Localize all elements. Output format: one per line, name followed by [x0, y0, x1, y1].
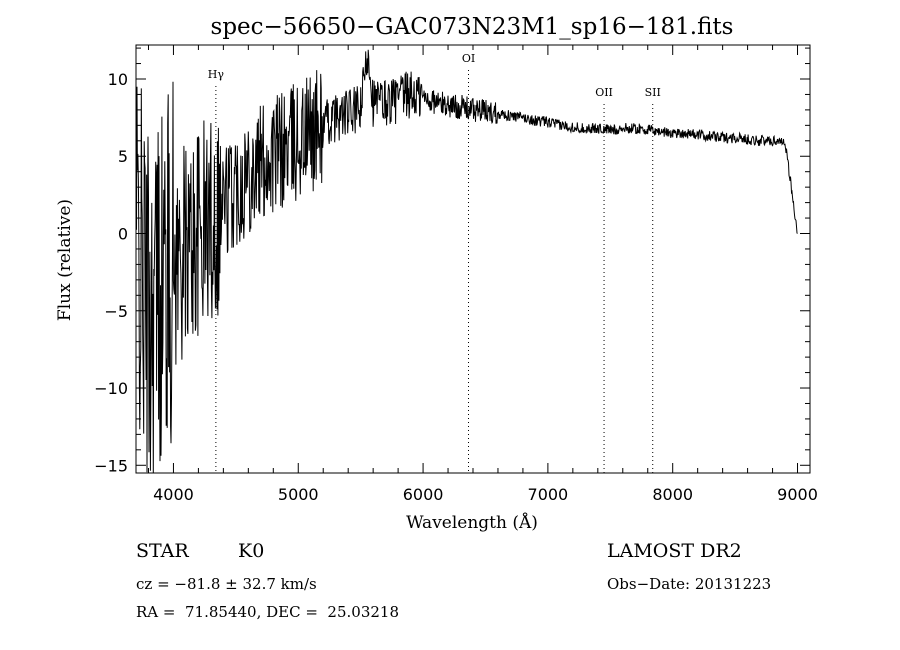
x-tick-label: 6000: [403, 485, 444, 504]
y-tick-label: −5: [104, 302, 128, 321]
object-subclass: K0: [238, 540, 265, 562]
object-class: STAR: [136, 540, 189, 562]
y-tick-label: 0: [118, 225, 128, 244]
survey-name: LAMOST DR2: [607, 540, 742, 562]
x-axis-label: Wavelength (Å): [406, 512, 538, 533]
coordinates-text: RA = 71.85440, DEC = 25.03218: [136, 603, 400, 621]
line-marker-label: SII: [645, 86, 661, 99]
y-tick-label: −10: [94, 379, 128, 398]
x-tick-label: 5000: [278, 485, 319, 504]
x-tick-label: 8000: [652, 485, 693, 504]
y-tick-label: −15: [94, 456, 128, 475]
x-tick-label: 4000: [153, 485, 194, 504]
line-marker-label: OI: [462, 52, 475, 65]
line-marker-label: Hγ: [208, 68, 225, 81]
axis-ticks: 4000 5000 6000 7000 8000 9000 −15 −10 −5 0 5 10: [94, 45, 818, 504]
y-tick-label: 10: [108, 70, 128, 89]
chart-title: spec−56650−GAC073N23M1_sp16−181.fits: [211, 14, 734, 40]
line-markers: Hγ OI OII SII: [208, 52, 661, 473]
y-axis-label: Flux (relative): [55, 199, 75, 321]
redshift-text: cz = −81.8 ± 32.7 km/s: [136, 575, 317, 593]
x-tick-label: 7000: [528, 485, 569, 504]
x-tick-label: 9000: [777, 485, 818, 504]
y-tick-label: 5: [118, 147, 128, 166]
obs-date: Obs−Date: 20131223: [607, 575, 772, 593]
line-marker-label: OII: [595, 86, 613, 99]
spectrum-line: [135, 49, 798, 474]
